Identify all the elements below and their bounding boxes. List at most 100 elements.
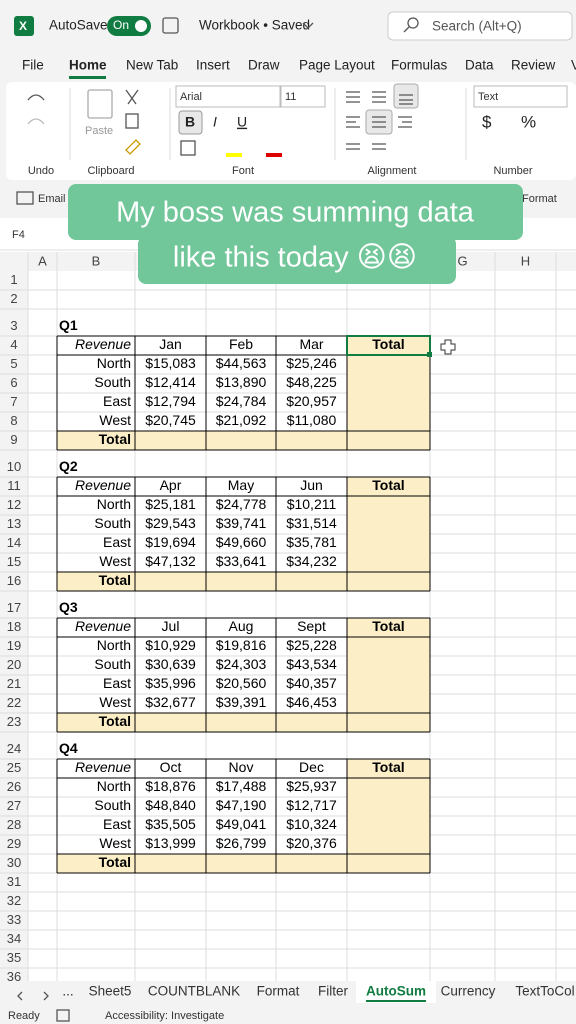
revenue-cell[interactable]: $26,799 — [216, 835, 267, 851]
row-header[interactable]: 7 — [10, 394, 17, 409]
sheet-tab[interactable]: ... — [62, 984, 73, 999]
row-header[interactable]: 21 — [7, 676, 21, 691]
name-box[interactable]: F4 — [12, 229, 25, 241]
row-header[interactable]: 4 — [10, 337, 17, 352]
revenue-cell[interactable]: $25,228 — [286, 637, 337, 653]
row-header[interactable]: 35 — [7, 950, 21, 965]
sheet-tab[interactable]: COUNTBLANK — [148, 984, 240, 999]
revenue-cell[interactable]: $10,324 — [286, 816, 337, 832]
revenue-cell[interactable]: $32,677 — [145, 694, 196, 710]
revenue-cell[interactable]: $25,937 — [286, 778, 337, 794]
italic-label[interactable]: I — [213, 114, 217, 130]
revenue-cell[interactable]: $17,488 — [216, 778, 267, 794]
revenue-cell[interactable]: $12,414 — [145, 374, 196, 390]
menu-tab[interactable]: Insert — [196, 58, 230, 73]
row-header[interactable]: 8 — [10, 413, 17, 428]
row-header[interactable]: 19 — [7, 638, 21, 653]
column-header[interactable]: A — [38, 253, 47, 268]
row-header[interactable]: 9 — [10, 432, 17, 447]
sheet-tab[interactable]: Filter — [318, 984, 349, 999]
row-header[interactable]: 27 — [7, 798, 21, 813]
number-format-box[interactable] — [473, 85, 568, 108]
row-header[interactable]: 26 — [7, 779, 21, 794]
revenue-cell[interactable]: $24,778 — [216, 496, 267, 512]
row-header[interactable]: 1 — [10, 272, 17, 287]
revenue-cell[interactable]: $20,376 — [286, 835, 337, 851]
row-header[interactable]: 31 — [7, 874, 21, 889]
menu-tab[interactable]: Page Layout — [299, 58, 375, 73]
row-header[interactable]: 15 — [7, 554, 21, 569]
cut-icon[interactable] — [125, 89, 139, 105]
menu-tab[interactable]: Review — [511, 58, 556, 73]
revenue-cell[interactable]: $12,717 — [286, 797, 337, 813]
revenue-cell[interactable]: $40,357 — [286, 675, 337, 691]
revenue-cell[interactable]: $20,560 — [216, 675, 267, 691]
save-icon[interactable] — [162, 17, 179, 34]
column-header[interactable]: G — [457, 253, 467, 268]
row-header[interactable]: 25 — [7, 760, 21, 775]
sheet-tab[interactable]: Format — [257, 984, 300, 999]
revenue-cell[interactable]: $13,890 — [216, 374, 267, 390]
row-header[interactable]: 18 — [7, 619, 21, 634]
revenue-cell[interactable]: $29,543 — [145, 515, 196, 531]
menu-tab[interactable]: V — [571, 58, 576, 73]
row-header[interactable]: 29 — [7, 836, 21, 851]
row-header[interactable]: 6 — [10, 375, 17, 390]
menu-tab[interactable]: File — [22, 58, 44, 73]
row-header[interactable]: 12 — [7, 497, 21, 512]
search-box[interactable] — [387, 11, 573, 41]
revenue-cell[interactable]: $11,080 — [287, 412, 337, 428]
column-header[interactable]: H — [521, 253, 530, 268]
revenue-cell[interactable]: $20,745 — [145, 412, 196, 428]
row-header[interactable]: 5 — [10, 356, 17, 371]
revenue-cell[interactable]: $44,563 — [216, 355, 267, 371]
revenue-cell[interactable]: $47,132 — [145, 553, 196, 569]
undo-icon[interactable] — [27, 94, 45, 101]
excel-icon[interactable] — [14, 16, 34, 36]
row-header[interactable]: 34 — [7, 931, 21, 946]
percent-button[interactable]: % — [521, 112, 536, 131]
menu-tab[interactable]: New Tab — [126, 58, 178, 73]
row-header[interactable]: 28 — [7, 817, 21, 832]
row-header[interactable]: 3 — [10, 318, 17, 333]
revenue-cell[interactable]: $49,660 — [216, 534, 267, 550]
revenue-cell[interactable]: $25,246 — [286, 355, 337, 371]
row-header[interactable]: 17 — [7, 600, 21, 615]
revenue-cell[interactable]: $35,505 — [145, 816, 196, 832]
underline-label[interactable]: U — [237, 114, 247, 130]
row-header[interactable]: 20 — [7, 657, 21, 672]
revenue-cell[interactable]: $12,794 — [145, 393, 196, 409]
bold-button[interactable] — [178, 110, 203, 135]
column-header[interactable]: B — [92, 253, 101, 268]
revenue-cell[interactable]: $15,083 — [145, 355, 196, 371]
sheet-tab[interactable]: TextToCol — [515, 984, 574, 999]
row-header[interactable]: 33 — [7, 912, 21, 927]
sheet-tab[interactable]: AutoSum — [366, 984, 426, 999]
copy-icon[interactable] — [125, 113, 139, 129]
revenue-cell[interactable]: $19,816 — [216, 637, 267, 653]
row-header[interactable]: 24 — [7, 741, 21, 756]
row-header[interactable]: 32 — [7, 893, 21, 908]
menu-tab[interactable]: Formulas — [391, 58, 448, 73]
row-header[interactable]: 10 — [7, 459, 21, 474]
sheet-tab[interactable]: Sheet5 — [89, 984, 132, 999]
align-bottom-button[interactable] — [393, 83, 419, 109]
row-header[interactable]: 22 — [7, 695, 21, 710]
tab-scroll-arrows[interactable] — [17, 991, 49, 1001]
revenue-cell[interactable]: $13,999 — [145, 835, 196, 851]
row-header[interactable]: 14 — [7, 535, 21, 550]
borders-icon[interactable] — [180, 140, 196, 156]
revenue-cell[interactable]: $46,453 — [286, 694, 337, 710]
accessibility-status[interactable]: Accessibility: Investigate — [105, 1010, 224, 1022]
revenue-cell[interactable]: $35,996 — [145, 675, 196, 691]
revenue-cell[interactable]: $31,514 — [286, 515, 337, 531]
revenue-cell[interactable]: $25,181 — [145, 496, 196, 512]
revenue-cell[interactable]: $43,534 — [286, 656, 337, 672]
workbook-name[interactable]: Workbook • Saved — [199, 18, 310, 33]
revenue-cell[interactable]: $48,840 — [145, 797, 196, 813]
revenue-cell[interactable]: $24,303 — [216, 656, 267, 672]
revenue-cell[interactable]: $48,225 — [286, 374, 337, 390]
revenue-cell[interactable]: $47,190 — [216, 797, 267, 813]
revenue-cell[interactable]: $10,929 — [145, 637, 196, 653]
revenue-cell[interactable]: $24,784 — [216, 393, 267, 409]
